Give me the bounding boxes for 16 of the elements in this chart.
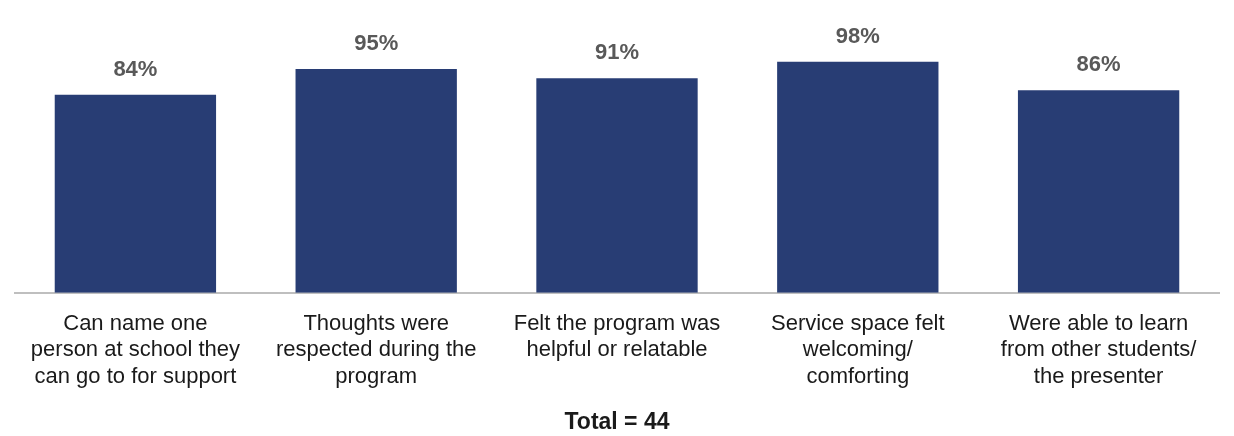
x-tick-label: Thoughts were respected during the program: [275, 310, 477, 388]
bar: [1017, 90, 1180, 293]
bar: [777, 61, 939, 293]
x-tick-label: Felt the program was helpful or relatable: [513, 310, 721, 362]
bar: [54, 94, 217, 293]
data-label: 84%: [113, 55, 158, 81]
x-tick-label: Can name one person at school they can go to for support: [30, 310, 240, 388]
x-tick-label: Service space felt welcoming/ comforting: [770, 310, 945, 388]
data-label: 95%: [354, 29, 399, 55]
text: Total = 44: [563, 408, 671, 435]
bar: [295, 68, 457, 293]
x-tick-label: Were able to learn from other students/ the presenter: [1000, 310, 1198, 388]
bar: [536, 78, 698, 293]
data-label: 98%: [835, 22, 880, 48]
data-label: 86%: [1076, 51, 1121, 77]
data-label: 91%: [594, 39, 640, 65]
